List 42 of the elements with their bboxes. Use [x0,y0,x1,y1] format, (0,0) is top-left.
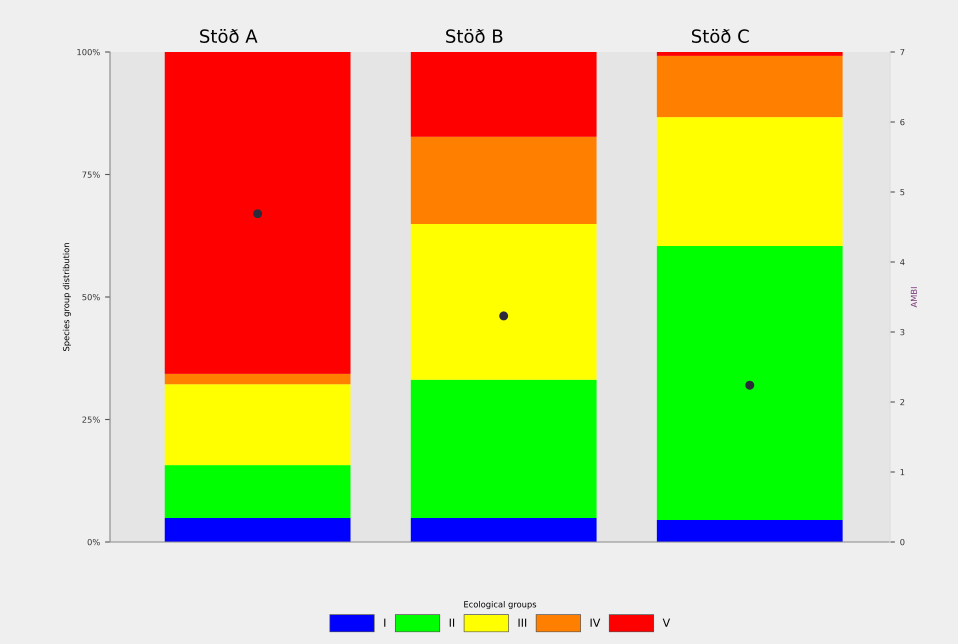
point [745,380,754,390]
y2-tick-label: 2 [900,398,904,406]
bar [410,224,597,380]
legend-label: III [518,618,526,627]
y-tick-label: 75% [82,171,100,178]
bar [656,52,843,56]
legend-label: I [384,618,386,627]
bar [164,465,351,518]
y-tick-label: 25% [82,416,100,423]
bar [410,518,597,542]
bar [410,136,597,224]
bar [410,380,597,518]
legend-label: II [450,618,454,627]
bar [164,374,351,384]
point [253,209,262,218]
y2-tick-label: 3 [900,328,904,336]
bar [410,52,597,137]
bar [164,52,351,374]
bar [656,117,843,246]
y2-tick-label: 4 [900,259,905,266]
point [499,311,508,320]
bar [164,384,351,466]
bar [656,520,843,542]
y-axis-title: Species group distribution [62,243,71,351]
bar [164,518,351,542]
y2-tick-label: 5 [900,189,904,196]
bar [656,246,843,520]
y2-tick-label: 1 [900,469,904,476]
x-tick-label: Stöð A [200,28,258,43]
legend-title: Ecological groups [464,601,536,610]
bar [656,56,843,118]
y2-axis-title: AMBI [910,287,917,308]
y-tick-label: 50% [82,294,100,300]
legend-label: V [662,618,670,627]
y2-tick-label: 7 [900,49,904,56]
y-tick-label: 100% [77,48,100,56]
x-tick-label: Stöð C [692,28,749,43]
y2-tick-label: 0 [900,538,904,546]
legend-label: IV [590,618,600,627]
x-tick-label: Stöð B [446,28,502,43]
y-tick-label: 0% [88,538,100,546]
y2-tick-label: 6 [900,118,904,126]
